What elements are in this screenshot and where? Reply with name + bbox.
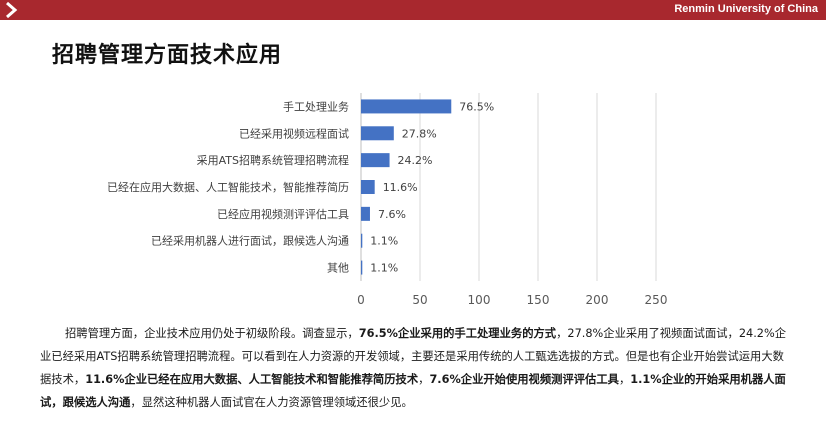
category-label: 已经采用机器人进行面试，跟候选人沟通 bbox=[151, 234, 349, 248]
bar bbox=[361, 260, 363, 275]
text-segment: ，显然这种机器人面试官在人力资源管理领域还很少见。 bbox=[130, 396, 413, 409]
data-label: 1.1% bbox=[370, 262, 398, 275]
highlight-text: 11.6%企业已经在应用大数据、人工智能技术和智能推荐简历技术 bbox=[85, 373, 419, 386]
category-label: 其他 bbox=[327, 262, 349, 275]
bar-chart: 0 50 100 150 200 250 手工处理业务 76.5% 已经采用视频远程面试 27.8… bbox=[107, 93, 668, 307]
bar bbox=[361, 99, 452, 114]
slide-title: 招聘管理方面技术应用 bbox=[52, 43, 283, 68]
highlight-text: 76.5%企业采用的手工处理业务的方式 bbox=[358, 327, 557, 340]
text-segment: ，27.8%企业采用了视频面试面试，24.2%企业已经采用ATS招聘系统管理招聘… bbox=[40, 327, 787, 386]
x-tick-label: 250 bbox=[645, 293, 668, 307]
data-label: 11.6% bbox=[383, 181, 418, 194]
highlight-text: 1.1%企业的开始采用机器人面试，跟候选人沟通 bbox=[40, 373, 786, 409]
data-label: 27.8% bbox=[402, 127, 437, 140]
category-label: 采用ATS招聘系统管理招聘流程 bbox=[197, 153, 349, 167]
bar bbox=[361, 126, 394, 141]
bar bbox=[361, 233, 363, 248]
description-paragraph: 招聘管理方面，企业技术应用仍处于初级阶段。调查显示，76.5%企业采用的手工处理… bbox=[40, 322, 792, 414]
bar bbox=[361, 206, 370, 221]
category-label: 已经采用视频远程面试 bbox=[239, 126, 349, 140]
header-bar: Renmin University of China bbox=[0, 0, 826, 20]
data-label: 76.5% bbox=[459, 100, 494, 113]
text-segment: ， bbox=[418, 373, 430, 386]
data-label: 7.6% bbox=[378, 208, 406, 221]
category-label: 已经在应用大数据、人工智能技术，智能推荐简历 bbox=[107, 180, 349, 194]
text-segment: 招聘管理方面，企业技术应用仍处于初级阶段。调查显示， bbox=[65, 327, 359, 340]
bar bbox=[361, 180, 375, 194]
x-tick-label: 200 bbox=[586, 293, 609, 307]
bar bbox=[361, 153, 390, 168]
x-tick-label: 150 bbox=[527, 293, 550, 307]
highlight-text: 7.6%企业开始使用视频测评评估工具 bbox=[429, 373, 619, 386]
category-label: 手工处理业务 bbox=[283, 99, 349, 113]
x-tick-label: 100 bbox=[468, 293, 491, 307]
university-name: Renmin University of China bbox=[674, 3, 818, 15]
data-label: 24.2% bbox=[398, 154, 433, 167]
chevron-right-icon bbox=[6, 1, 18, 19]
text-segment: ， bbox=[618, 373, 631, 386]
category-label: 已经应用视频测评评估工具 bbox=[217, 207, 349, 221]
data-label: 1.1% bbox=[370, 235, 398, 248]
x-tick-label: 50 bbox=[412, 293, 427, 307]
x-tick-label: 0 bbox=[357, 293, 365, 307]
